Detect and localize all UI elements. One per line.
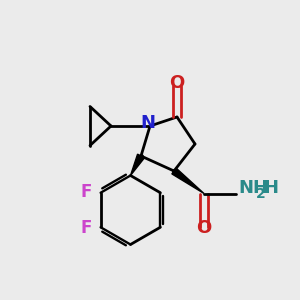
Text: NH: NH [238,179,268,197]
Polygon shape [130,154,144,176]
Text: O: O [169,74,184,92]
Text: N: N [140,114,155,132]
Text: H: H [263,179,278,197]
Text: F: F [81,219,92,237]
Text: 2: 2 [256,187,266,201]
Polygon shape [172,168,204,194]
Text: O: O [196,219,211,237]
Text: F: F [81,183,92,201]
